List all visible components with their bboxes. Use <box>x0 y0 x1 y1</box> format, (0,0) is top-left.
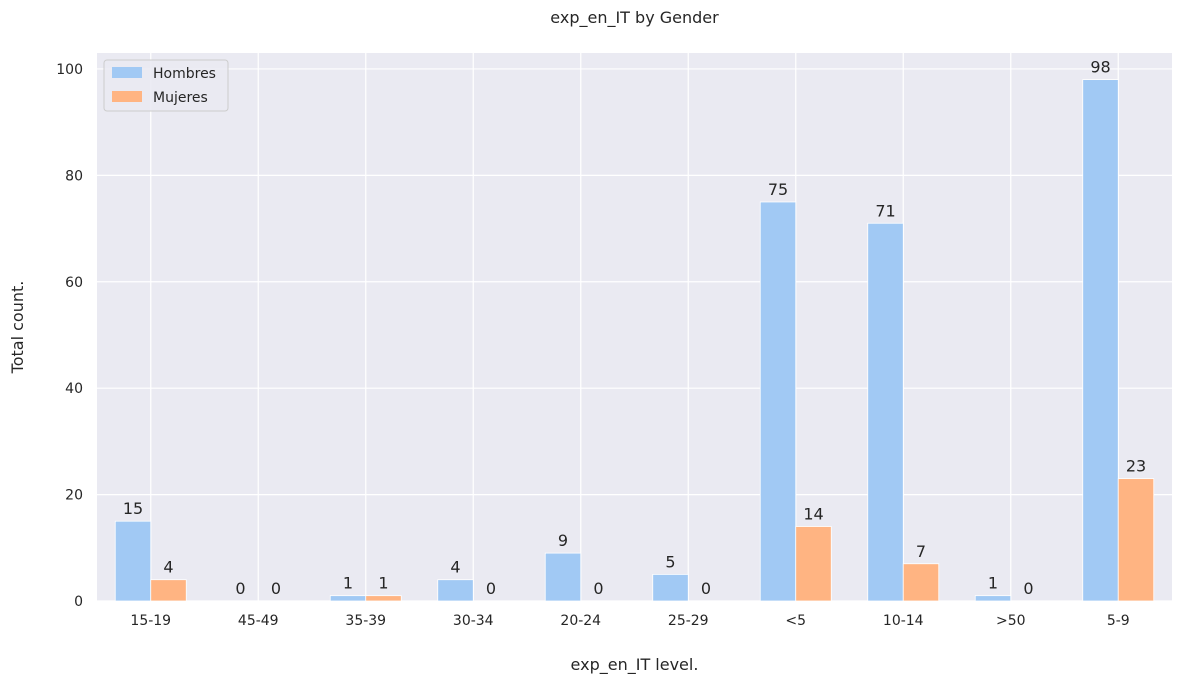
x-axis-ticks: 15-19 45-49 35-39 30-34 20-24 25-29 <5 10-14 >50… <box>130 613 1129 629</box>
x-axis-title: exp_en_IT level. <box>571 655 699 675</box>
x-tick-label: 20-24 <box>560 613 601 629</box>
data-label-hombres-9: 98 <box>1090 58 1110 77</box>
bar-hombres-6 <box>759 201 797 602</box>
bar-mujeres-0 <box>150 579 187 602</box>
bar-hombres-3 <box>437 579 474 602</box>
y-tick-label: 20 <box>65 488 83 504</box>
data-label-hombres-6: 75 <box>768 180 788 199</box>
data-label-mujeres-6: 14 <box>803 505 823 524</box>
y-tick-label: 60 <box>65 275 83 291</box>
data-label-hombres-3: 4 <box>450 558 460 577</box>
data-label-mujeres-2: 1 <box>378 574 388 593</box>
data-label-mujeres-0: 4 <box>163 558 173 577</box>
data-label-hombres-7: 71 <box>875 201 895 220</box>
data-label-hombres-2: 1 <box>343 574 353 593</box>
legend-label-hombres: Hombres <box>153 66 216 82</box>
x-tick-label: 5-9 <box>1107 613 1130 629</box>
data-label-mujeres-4: 0 <box>593 579 603 598</box>
x-tick-label: 10-14 <box>883 613 924 629</box>
y-tick-label: 0 <box>74 594 83 610</box>
bar-hombres-5 <box>652 573 689 602</box>
data-label-hombres-8: 1 <box>988 574 998 593</box>
legend-label-mujeres: Mujeres <box>153 90 208 106</box>
x-tick-label: 15-19 <box>130 613 171 629</box>
bar-mujeres-9 <box>1117 478 1155 602</box>
chart-title: exp_en_IT by Gender <box>550 8 719 28</box>
bar-hombres-0 <box>114 520 152 602</box>
x-tick-label: >50 <box>996 613 1026 629</box>
bar-hombres-9 <box>1082 79 1119 602</box>
y-tick-label: 100 <box>56 62 83 78</box>
bars <box>114 79 1155 602</box>
x-tick-label: 45-49 <box>238 613 279 629</box>
bar-hombres-8 <box>974 595 1012 602</box>
data-label-mujeres-9: 23 <box>1126 457 1146 476</box>
y-axis-title: Total count. <box>8 281 27 375</box>
y-axis-ticks: 0 20 40 60 80 100 <box>56 62 83 610</box>
x-tick-label: <5 <box>785 613 806 629</box>
plot-background <box>97 53 1172 601</box>
data-label-mujeres-5: 0 <box>701 579 711 598</box>
data-label-hombres-1: 0 <box>235 579 245 598</box>
bar-hombres-4 <box>544 552 582 602</box>
x-tick-label: 25-29 <box>668 613 709 629</box>
data-label-hombres-5: 5 <box>665 552 675 571</box>
y-tick-label: 40 <box>65 381 83 397</box>
data-label-hombres-4: 9 <box>558 531 568 550</box>
data-label-mujeres-3: 0 <box>486 579 496 598</box>
x-tick-label: 35-39 <box>345 613 386 629</box>
bar-mujeres-2 <box>365 595 402 602</box>
legend: Hombres Mujeres <box>103 59 229 112</box>
legend-swatch-hombres <box>112 67 142 78</box>
y-tick-label: 80 <box>65 168 83 184</box>
data-label-hombres-0: 15 <box>123 499 143 518</box>
bar-hombres-2 <box>329 595 367 602</box>
x-tick-label: 30-34 <box>453 613 494 629</box>
data-label-mujeres-7: 7 <box>916 542 926 561</box>
bar-mujeres-7 <box>902 563 940 602</box>
data-label-mujeres-8: 0 <box>1023 579 1033 598</box>
bar-hombres-7 <box>867 222 904 602</box>
data-label-mujeres-1: 0 <box>271 579 281 598</box>
bar-mujeres-6 <box>795 526 832 602</box>
legend-swatch-mujeres <box>112 91 142 102</box>
